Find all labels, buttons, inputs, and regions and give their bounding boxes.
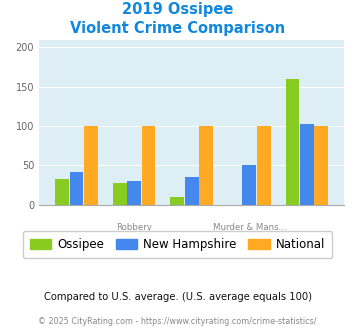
Bar <box>285 79 299 205</box>
Bar <box>242 165 256 205</box>
Text: Rape: Rape <box>296 236 318 245</box>
Bar <box>142 126 155 205</box>
Bar <box>257 126 271 205</box>
Text: Violent Crime Comparison: Violent Crime Comparison <box>70 21 285 36</box>
Bar <box>127 181 141 205</box>
Text: All Violent Crime: All Violent Crime <box>41 236 112 245</box>
Text: Murder & Mans...: Murder & Mans... <box>213 223 286 232</box>
Legend: Ossipee, New Hampshire, National: Ossipee, New Hampshire, National <box>23 231 332 258</box>
Text: © 2025 CityRating.com - https://www.cityrating.com/crime-statistics/: © 2025 CityRating.com - https://www.city… <box>38 317 317 326</box>
Bar <box>199 126 213 205</box>
Bar <box>70 172 83 205</box>
Bar <box>185 177 198 205</box>
Bar <box>113 182 127 205</box>
Bar <box>300 124 314 205</box>
Bar <box>55 180 69 205</box>
Bar <box>84 126 98 205</box>
Bar <box>315 126 328 205</box>
Text: Aggravated Assault: Aggravated Assault <box>149 236 234 245</box>
Text: Robbery: Robbery <box>116 223 152 232</box>
Text: 2019 Ossipee: 2019 Ossipee <box>122 2 233 16</box>
Bar <box>170 197 184 205</box>
Text: Compared to U.S. average. (U.S. average equals 100): Compared to U.S. average. (U.S. average … <box>44 292 311 302</box>
